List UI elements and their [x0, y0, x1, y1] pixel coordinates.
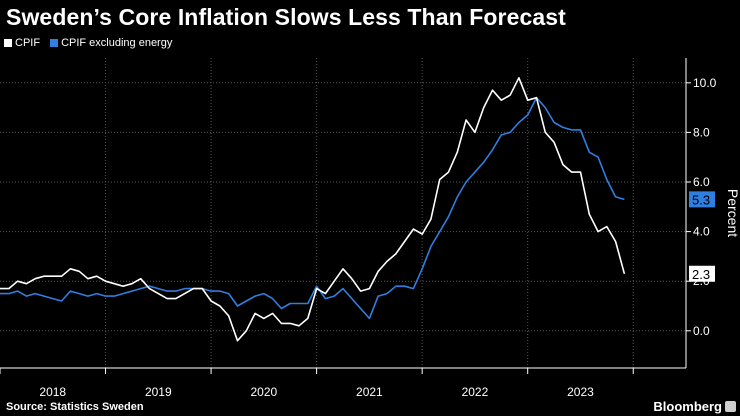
end-label-cpif-ex-energy: 5.3 — [692, 192, 710, 207]
legend-swatch-cpif-ex-energy — [50, 39, 59, 47]
brand-logo: Bloomberg — [653, 399, 722, 414]
x-tick-label: 2019 — [145, 385, 172, 399]
end-label-cpif-ex-energy-bg — [689, 191, 715, 208]
legend-label-cpif-ex-energy: CPIF excluding energy — [61, 37, 173, 49]
y-tick-label: 8.0 — [693, 125, 710, 139]
legend-item-cpif: CPIF — [4, 37, 40, 49]
x-tick-label: 2021 — [356, 385, 383, 399]
chart-title: Sweden’s Core Inflation Slows Less Than … — [6, 4, 566, 30]
x-tick-label: 2018 — [39, 385, 66, 399]
source-note: Source: Statistics Sweden — [6, 401, 144, 413]
legend-item-cpif-ex-energy: CPIF excluding energy — [50, 37, 172, 49]
brand-mark-icon — [725, 401, 736, 412]
y-tick-label: 10.0 — [693, 76, 717, 90]
y-tick-label: 4.0 — [693, 225, 710, 239]
series-line-cpif-ex-energy — [0, 96, 625, 320]
y-tick-label: 0.0 — [693, 324, 710, 338]
legend-label-cpif: CPIF — [15, 37, 41, 49]
y-tick-label: 6.0 — [693, 175, 710, 189]
x-tick-label: 2023 — [567, 385, 594, 399]
legend-swatch-cpif — [4, 39, 12, 47]
chart-legend: CPIF CPIF excluding energy — [4, 37, 182, 49]
end-label-cpif: 2.3 — [692, 267, 710, 282]
x-tick-label: 2022 — [462, 385, 489, 399]
x-tick-label: 2020 — [250, 385, 277, 399]
end-label-cpif-bg — [689, 265, 715, 282]
y-axis-title: Percent — [725, 189, 740, 237]
series-line-cpif — [0, 77, 626, 342]
